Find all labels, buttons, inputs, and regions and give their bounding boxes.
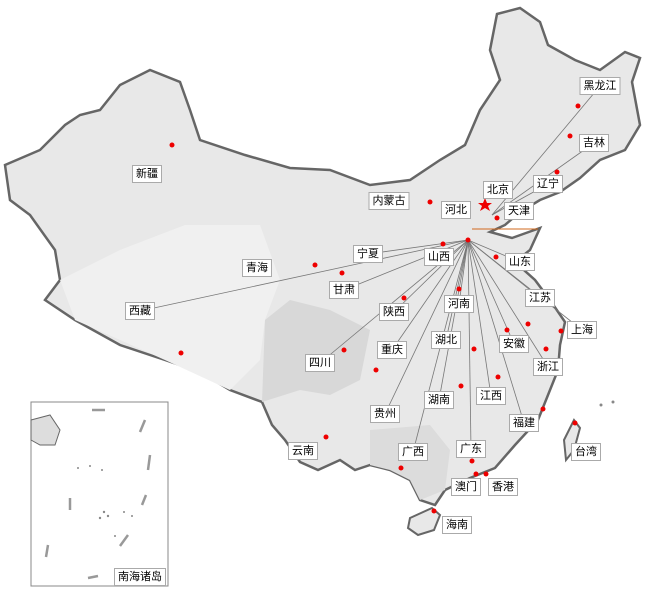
province-dot[interactable] (483, 471, 489, 477)
province-label[interactable]: 江苏 (525, 289, 555, 307)
inset-coast (30, 414, 61, 446)
province-label[interactable]: 福建 (509, 414, 539, 432)
province-dot[interactable] (473, 471, 479, 477)
province-dot[interactable] (431, 508, 437, 514)
province-dot[interactable] (525, 321, 531, 327)
province-dot[interactable] (169, 142, 175, 148)
sichuan-region (262, 300, 370, 402)
province-label[interactable]: 新疆 (132, 165, 162, 183)
tibet-region (60, 225, 280, 390)
hainan-island (406, 506, 442, 537)
leader-line (391, 239, 469, 351)
province-label[interactable]: 河北 (441, 201, 471, 219)
province-label[interactable]: 天津 (504, 202, 534, 220)
province-dot[interactable] (341, 347, 347, 353)
province-label[interactable]: 贵州 (370, 405, 400, 423)
leader-line (458, 239, 469, 305)
leader-line (467, 239, 583, 331)
province-label[interactable]: 青海 (242, 259, 272, 277)
province-label[interactable]: 辽宁 (533, 175, 563, 193)
province-label[interactable]: 重庆 (377, 341, 407, 359)
leader-line (467, 239, 549, 368)
province-dot[interactable] (540, 406, 546, 412)
province-dot[interactable] (456, 286, 462, 292)
islands (77, 400, 615, 537)
province-label[interactable]: 宁夏 (353, 245, 383, 263)
province-dot[interactable] (323, 434, 329, 440)
province-label[interactable]: 北京 (483, 181, 513, 199)
province-label[interactable]: 浙江 (533, 358, 563, 376)
leader-line (384, 239, 469, 415)
leader-line (393, 239, 469, 313)
province-label[interactable]: 陕西 (379, 303, 409, 321)
province-label[interactable]: 江西 (476, 387, 506, 405)
province-label[interactable]: 山东 (505, 253, 535, 271)
province-label[interactable]: 四川 (305, 354, 335, 372)
china-outline (3, 6, 642, 507)
province-label[interactable]: 澳门 (451, 478, 481, 496)
province-dot[interactable] (471, 346, 477, 352)
province-label[interactable]: 甘肃 (329, 281, 359, 299)
province-dot[interactable] (440, 241, 446, 247)
star-icon (478, 198, 492, 211)
inset-label: 南海诸岛 (114, 568, 166, 586)
province-label[interactable]: 西藏 (125, 302, 155, 320)
province-dot[interactable] (465, 237, 471, 243)
province-dot[interactable] (178, 350, 184, 356)
leader-line (367, 239, 469, 255)
taiwan-island (562, 418, 582, 463)
leader-line (467, 239, 472, 450)
leader-line (139, 239, 469, 312)
nine-dash-line (44, 408, 152, 580)
province-label[interactable]: 广东 (456, 440, 486, 458)
province-label[interactable]: 山西 (424, 248, 454, 266)
province-label[interactable]: 黑龙江 (579, 77, 621, 95)
province-dot[interactable] (312, 262, 318, 268)
province-dot[interactable] (493, 254, 499, 260)
province-label[interactable]: 湖北 (431, 331, 461, 349)
province-label[interactable]: 上海 (567, 321, 597, 339)
province-dot[interactable] (427, 199, 433, 205)
province-label[interactable]: 吉林 (579, 134, 609, 152)
province-dot[interactable] (495, 374, 501, 380)
province-label[interactable]: 台湾 (571, 443, 601, 461)
leader-lines (139, 85, 601, 453)
province-label[interactable]: 安徽 (499, 335, 529, 353)
leader-line (467, 239, 525, 424)
province-label[interactable]: 内蒙古 (368, 192, 410, 210)
province-dot[interactable] (469, 458, 475, 464)
guangxi-region (370, 425, 450, 500)
province-dots (169, 103, 581, 514)
province-dot[interactable] (401, 295, 407, 301)
province-label[interactable]: 云南 (288, 442, 318, 460)
leader-line (438, 239, 469, 401)
province-dot[interactable] (572, 420, 578, 426)
province-dot[interactable] (504, 327, 510, 333)
province-dot[interactable] (543, 346, 549, 352)
province-label[interactable]: 海南 (442, 516, 472, 534)
province-dot[interactable] (398, 465, 404, 471)
province-dot[interactable] (554, 169, 560, 175)
province-dot[interactable] (458, 383, 464, 389)
leader-line (467, 239, 492, 397)
province-dot[interactable] (494, 215, 500, 221)
province-label[interactable]: 湖南 (424, 391, 454, 409)
leader-line (467, 239, 515, 345)
province-dot[interactable] (373, 367, 379, 373)
province-dot[interactable] (575, 103, 581, 109)
province-dot[interactable] (558, 328, 564, 334)
province-label[interactable]: 河南 (444, 295, 474, 313)
province-dot[interactable] (339, 270, 345, 276)
province-dot[interactable] (567, 133, 573, 139)
province-label[interactable]: 香港 (488, 478, 518, 496)
province-label[interactable]: 广西 (398, 443, 428, 461)
